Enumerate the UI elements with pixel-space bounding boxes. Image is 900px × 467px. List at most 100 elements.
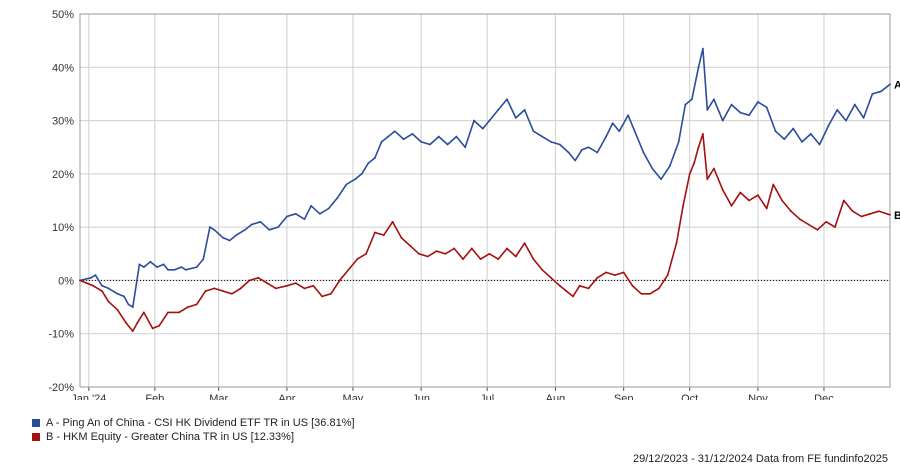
legend-item-b: B - HKM Equity - Greater China TR in US …	[32, 430, 355, 444]
data-point-a	[228, 239, 231, 242]
data-point-b	[167, 311, 169, 314]
data-point-b	[523, 242, 526, 245]
data-point-b	[541, 268, 544, 271]
data-point-a	[514, 117, 517, 119]
data-point-b	[697, 146, 700, 149]
data-point-b	[730, 204, 733, 207]
data-point-a	[730, 103, 733, 106]
data-point-b	[125, 322, 128, 324]
data-point-b	[266, 282, 268, 284]
data-point-b	[286, 284, 288, 287]
data-point-a	[123, 295, 125, 298]
data-point-b	[409, 244, 412, 247]
data-point-b	[321, 295, 324, 298]
x-tick-label: Sep	[614, 393, 634, 400]
data-point-b	[889, 213, 891, 216]
data-point-a	[393, 130, 396, 133]
data-point-a	[310, 204, 313, 207]
y-tick-label: 10%	[52, 222, 74, 234]
data-point-b	[136, 322, 139, 324]
data-point-b	[330, 292, 332, 295]
data-point-a	[473, 119, 475, 122]
series-end-label-a: A	[894, 79, 900, 91]
data-point-a	[605, 135, 607, 138]
data-point-a	[268, 228, 271, 231]
data-point-a	[202, 258, 205, 261]
y-tick-label: 20%	[52, 169, 74, 181]
y-tick-label: 50%	[52, 9, 74, 21]
data-point-b	[631, 284, 634, 287]
data-point-b	[107, 300, 110, 303]
data-point-b	[195, 303, 198, 306]
data-point-a	[360, 172, 363, 175]
data-point-a	[889, 83, 891, 86]
x-tick-label: Mar	[209, 393, 228, 400]
data-point-a	[127, 303, 130, 306]
data-point-a	[180, 266, 183, 269]
data-point-a	[131, 306, 134, 308]
data-point-a	[702, 47, 704, 50]
data-point-a	[319, 212, 321, 215]
data-point-b	[435, 250, 438, 253]
data-point-a	[437, 135, 440, 138]
y-tick-label: -10%	[48, 329, 74, 341]
data-point-b	[713, 167, 715, 170]
data-point-b	[488, 252, 491, 255]
data-point-b	[186, 306, 189, 308]
data-point-a	[541, 135, 544, 138]
data-point-b	[294, 282, 297, 284]
data-point-b	[682, 204, 684, 207]
data-point-a	[101, 284, 103, 287]
data-point-b	[374, 231, 376, 234]
data-point-a	[327, 207, 330, 210]
data-point-b	[506, 247, 508, 250]
data-point-b	[101, 290, 103, 292]
data-point-b	[688, 172, 691, 175]
series-line-a	[79, 47, 891, 308]
data-point-a	[660, 178, 662, 181]
data-point-b	[757, 194, 759, 197]
data-point-b	[462, 258, 464, 261]
data-point-a	[611, 122, 614, 125]
series-end-label-b: B	[894, 210, 900, 222]
data-point-b	[382, 234, 385, 237]
y-tick-label: 30%	[52, 116, 74, 128]
data-point-b	[587, 287, 590, 290]
x-tick-label: Apr	[278, 393, 295, 400]
data-point-b	[400, 236, 403, 239]
data-point-b	[257, 276, 260, 279]
data-point-b	[550, 276, 552, 279]
data-point-a	[277, 226, 279, 229]
data-point-a	[871, 93, 874, 95]
data-point-a	[506, 98, 508, 101]
data-point-a	[668, 164, 671, 167]
data-point-b	[702, 132, 704, 135]
data-point-a	[574, 159, 577, 162]
data-point-a	[862, 117, 865, 119]
data-point-a	[336, 196, 339, 199]
data-point-a	[580, 148, 583, 151]
series-line-b	[79, 133, 891, 332]
data-point-a	[173, 268, 176, 271]
data-point-a	[642, 151, 645, 154]
data-point-a	[213, 228, 216, 231]
data-point-a	[402, 138, 405, 141]
data-point-a	[286, 215, 288, 218]
plot-frame	[79, 13, 891, 388]
data-point-b	[596, 276, 599, 279]
data-point-a	[827, 125, 830, 127]
data-point-b	[312, 284, 315, 287]
data-point-a	[792, 127, 795, 130]
data-point-a	[138, 263, 141, 266]
data-point-b	[391, 220, 394, 223]
data-point-b	[842, 199, 845, 202]
data-point-a	[587, 146, 590, 149]
data-point-a	[739, 111, 742, 114]
data-point-a	[455, 135, 458, 138]
x-tick-label: Feb	[145, 393, 164, 400]
data-point-b	[222, 290, 224, 292]
data-point-a	[195, 266, 198, 269]
legend-label-a: A - Ping An of China - CSI HK Dividend E…	[46, 417, 355, 429]
footer-date-range: 29/12/2023 - 31/12/2024	[632, 453, 753, 465]
data-point-a	[464, 146, 467, 149]
